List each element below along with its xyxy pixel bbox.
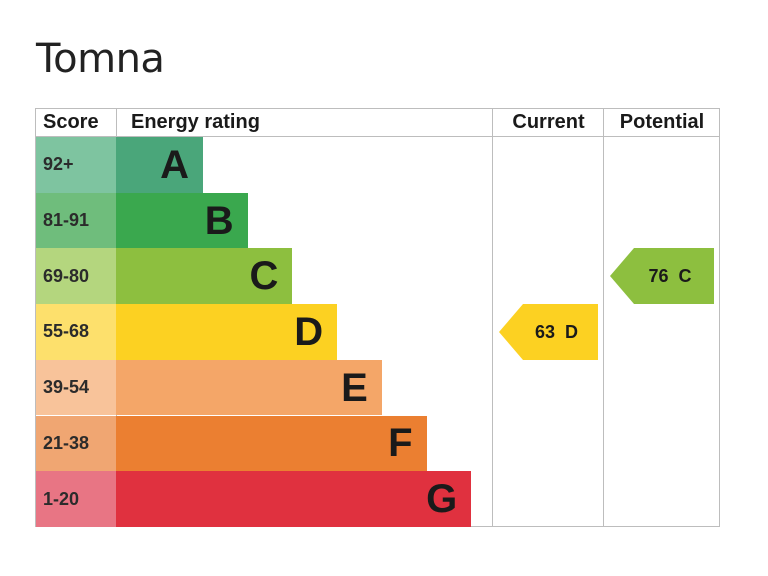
rating-bar-c: C [116, 248, 293, 305]
page-title: Tomna [36, 36, 165, 82]
current-rating-arrow: 63 D [499, 304, 598, 361]
rating-letter-d: D [294, 309, 324, 354]
rating-letter-b: B [204, 198, 234, 243]
current-header: Current [512, 111, 585, 133]
rating-letter-g: G [426, 477, 458, 522]
rating-bar-b: B [116, 192, 248, 249]
score-cell-b: 81-91 [36, 192, 116, 249]
rating-letter-a: A [160, 142, 189, 187]
current-rating-arrow-label: 63 D [534, 322, 579, 343]
header-divider [36, 136, 719, 137]
score-cell-d: 55-68 [36, 304, 116, 360]
potential-column-divider [603, 109, 604, 526]
rating-bar-e: E [116, 359, 382, 416]
rating-bar-a: A [116, 137, 203, 193]
rating-bar-f: F [116, 415, 427, 472]
rating-bar-d: D [116, 304, 338, 360]
score-cell-f: 21-38 [36, 415, 116, 472]
current-rating-arrow-shape [499, 304, 598, 361]
rating-letter-f: F [388, 421, 413, 466]
potential-header: Potential [619, 111, 705, 133]
score-cell-g: 1-20 [36, 471, 116, 527]
epc-chart: Score Energy rating Current Potential 92… [35, 108, 720, 527]
potential-rating-arrow: 76 C [610, 248, 714, 305]
rating-bar-g: G [116, 471, 472, 527]
potential-rating-arrow-shape [610, 248, 714, 305]
score-cell-a: 92+ [36, 137, 116, 193]
current-column-divider [492, 109, 493, 526]
score-cell-c: 69-80 [36, 248, 116, 305]
energy-rating-header: Energy rating [131, 111, 260, 133]
rating-letter-e: E [341, 365, 368, 410]
potential-rating-arrow-label: 76 C [648, 266, 692, 287]
rating-letter-c: C [249, 254, 279, 299]
score-cell-e: 39-54 [36, 359, 116, 416]
score-header: Score [43, 111, 99, 133]
